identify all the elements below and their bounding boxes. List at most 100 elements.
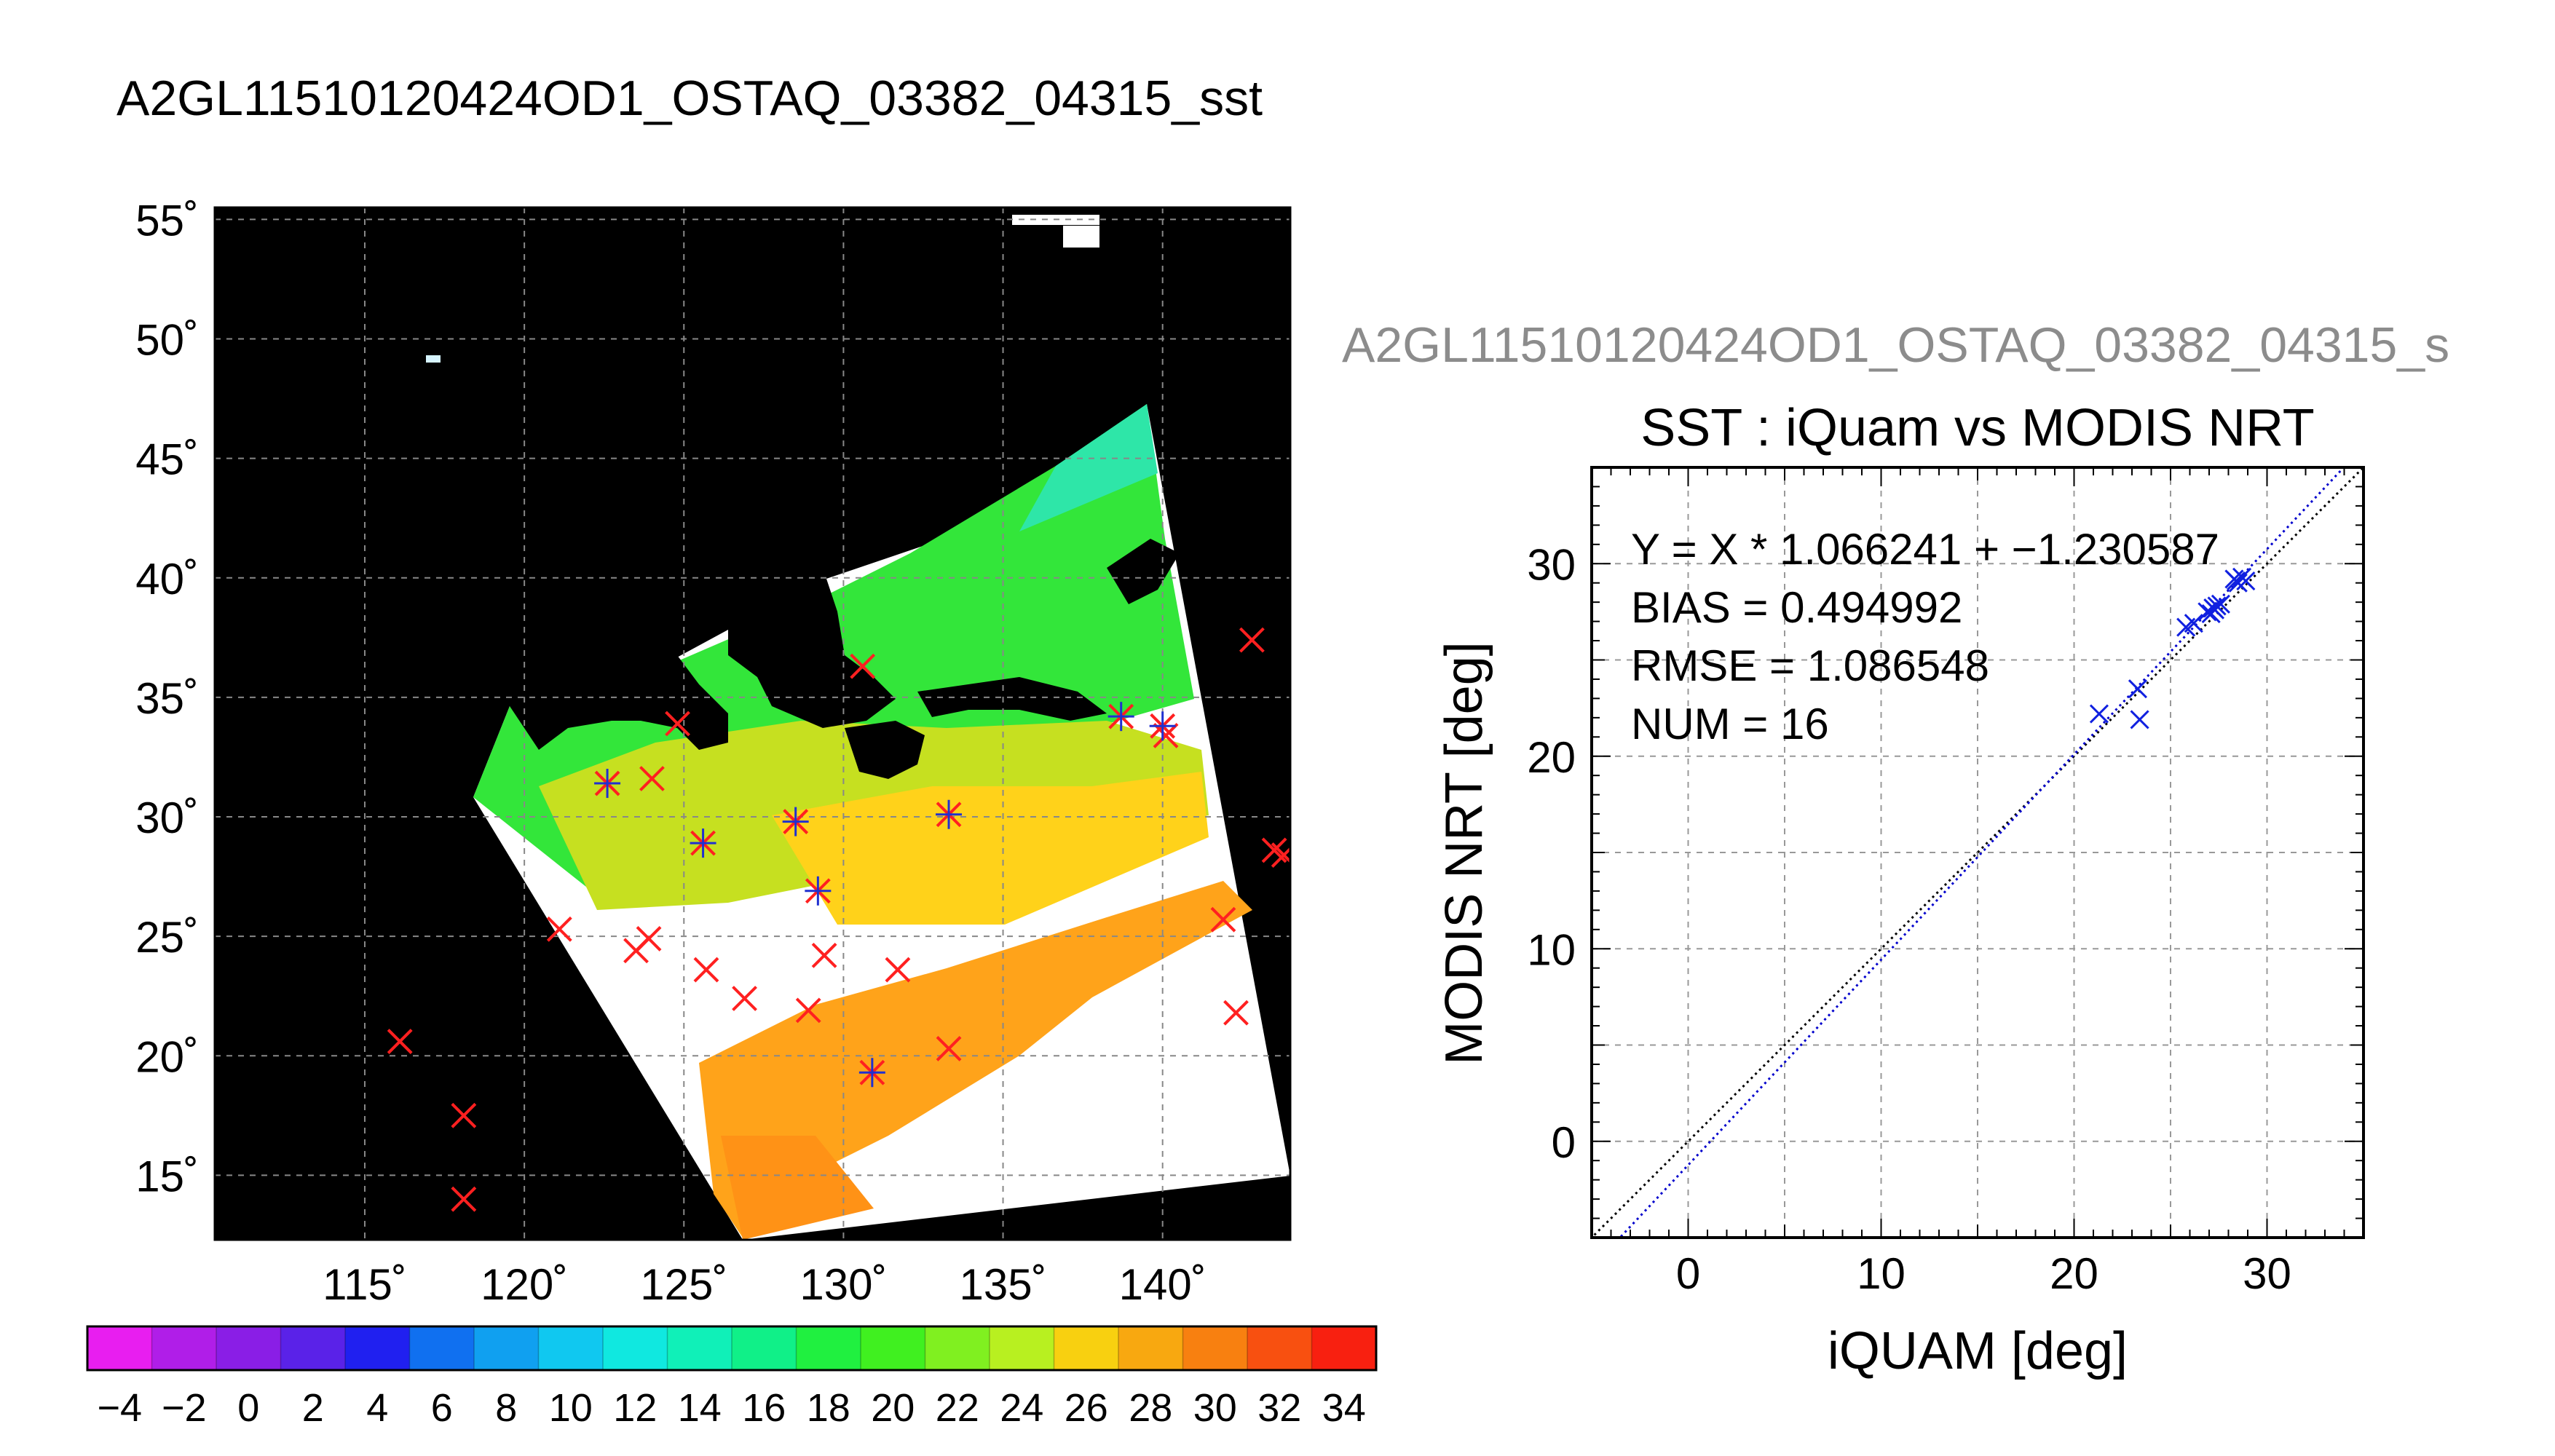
scatter-stat-line: BIAS = 0.494992: [1631, 583, 1962, 632]
map-red-mark: [1271, 842, 1290, 868]
colorbar: −4 −2 0 2 4 6 8 10 12 14 16 18 20 22 24 26 28 30 32 34: [86, 1325, 1378, 1430]
map-red-mark: [811, 942, 837, 968]
map-lat-label: 25˚: [135, 913, 199, 962]
map-swath: [426, 215, 1290, 1240]
scatter-overlay-title: A2GL11510120424OD1_OSTAQ_03382_04315_s: [1342, 317, 2449, 373]
scatter-point: [2184, 614, 2203, 633]
scatter-x-tick-label: 0: [1676, 1249, 1700, 1298]
map-blue-mark: [1149, 711, 1176, 741]
map-lon-label: 140˚: [1119, 1260, 1207, 1309]
scatter-y-axis-label: MODIS NRT [deg]: [1435, 641, 1493, 1065]
scatter-y-tick-label: 10: [1527, 925, 1576, 974]
map-lat-label: 30˚: [135, 794, 199, 842]
sst-field-orange: [699, 881, 1252, 1238]
colorbar-cell: [796, 1326, 861, 1370]
identity-line: [1592, 467, 2364, 1238]
map-red-mark: [639, 766, 665, 791]
colorbar-cell: [345, 1326, 410, 1370]
map-red-mark: [850, 653, 876, 679]
colorbar-labels: −4 −2 0 2 4 6 8 10 12 14 16 18 20 22 24 26 28 30 32 34: [97, 1386, 1365, 1430]
colorbar-cell: [1054, 1326, 1119, 1370]
map-red-mark: [636, 926, 662, 951]
scatter-lines: [1592, 467, 2364, 1238]
map-blue-mark: [858, 1058, 885, 1088]
map-lon-label: 115˚: [323, 1260, 407, 1309]
colorbar-cell: [409, 1326, 475, 1370]
map-red-mark: [1239, 627, 1265, 653]
map-red-mark: [665, 711, 690, 737]
scatter-point: [2128, 679, 2148, 699]
colorbar-cell: [1118, 1326, 1183, 1370]
scatter-x-axis-label: iQUAM [deg]: [1828, 1322, 2128, 1380]
colorbar-cell: [990, 1326, 1054, 1370]
map-red-mark: [732, 986, 757, 1011]
colorbar-label: 26: [1065, 1386, 1108, 1430]
colorbar-label: −4: [97, 1386, 142, 1430]
colorbar-label: 2: [302, 1386, 324, 1430]
map-blue-mark: [936, 799, 963, 829]
colorbar-label: 34: [1322, 1386, 1366, 1430]
land-hokkaido: [1107, 539, 1180, 604]
colorbar-label: 10: [549, 1386, 593, 1430]
sst-field-cyan: [1019, 404, 1158, 531]
map-lon-label: 135˚: [960, 1260, 1047, 1309]
map-red-mark: [885, 957, 911, 983]
scatter-plot: 0 10 20 30 0 10 20 30 Y = X * 1.066241 + −1.23…: [1435, 466, 2365, 1380]
scatter-x-tick-label: 30: [2243, 1249, 2291, 1298]
map-red-mark: [795, 997, 821, 1024]
map-red-mark: [1210, 906, 1236, 933]
colorbar-label: 6: [431, 1386, 453, 1430]
colorbar-label: 4: [366, 1386, 388, 1430]
page-title: A2GL11510120424OD1_OSTAQ_03382_04315_sst: [117, 71, 1263, 126]
fit-line: [1618, 467, 2346, 1238]
map-lon-label: 130˚: [799, 1260, 887, 1309]
map-marks: [387, 627, 1290, 1212]
colorbar-label: 28: [1129, 1386, 1172, 1430]
map-lat-label: 50˚: [135, 316, 199, 365]
map-red-mark: [936, 1035, 962, 1061]
colorbar-label: 0: [237, 1386, 259, 1430]
colorbar-cells: [87, 1326, 1377, 1370]
scatter-y-tick-label: 30: [1527, 540, 1576, 589]
colorbar-label: 20: [871, 1386, 915, 1430]
scatter-point: [2207, 596, 2227, 616]
colorbar-label: 24: [1000, 1386, 1043, 1430]
scatter-points: [2089, 567, 2256, 729]
map-frame: [213, 206, 1292, 1241]
map-lat-label: 45˚: [135, 435, 199, 484]
map-lon-labels: 115˚ 120˚ 125˚ 130˚ 135˚ 140˚: [323, 1260, 1207, 1309]
colorbar-label: 16: [742, 1386, 786, 1430]
colorbar-label: 18: [807, 1386, 850, 1430]
colorbar-label: 30: [1193, 1386, 1237, 1430]
scatter-point: [2201, 604, 2221, 624]
scatter-point: [2197, 602, 2217, 622]
scatter-stats: Y = X * 1.066241 + −1.230587 BIAS = 0.494…: [1631, 525, 2219, 748]
colorbar-label: 8: [495, 1386, 517, 1430]
map-red-mark: [387, 1029, 413, 1054]
colorbar-label: 12: [613, 1386, 657, 1430]
scatter-title: SST : iQuam vs MODIS NRT: [1640, 399, 2315, 457]
scatter-point: [2130, 710, 2149, 729]
colorbar-cell: [732, 1326, 797, 1370]
map-red-mark: [693, 957, 719, 983]
land-korea: [728, 568, 896, 728]
sst-map: 55˚ 50˚ 45˚ 40˚ 35˚ 30˚ 25˚ 20˚ 15˚ 115˚ 120˚ 125˚…: [135, 196, 1292, 1309]
map-red-mark: [451, 1186, 477, 1212]
map-red-mark: [1223, 1000, 1249, 1026]
colorbar-cell: [603, 1326, 668, 1370]
colorbar-cell: [151, 1326, 217, 1370]
scatter-ticks: [1591, 467, 2364, 1238]
colorbar-cell: [861, 1326, 925, 1370]
colorbar-cell: [474, 1326, 539, 1370]
map-lon-label: 125˚: [640, 1260, 727, 1309]
scatter-y-tick-label: 0: [1552, 1118, 1576, 1167]
map-lon-label: 120˚: [481, 1260, 568, 1309]
colorbar-cell: [216, 1326, 281, 1370]
colorbar-cell: [1247, 1326, 1312, 1370]
map-blue-mark: [805, 876, 832, 906]
land-kyushu: [845, 721, 925, 779]
map-lat-label: 15˚: [135, 1152, 199, 1200]
map-blue-mark: [782, 807, 809, 836]
scatter-stat-line: Y = X * 1.066241 + −1.230587: [1631, 525, 2219, 574]
